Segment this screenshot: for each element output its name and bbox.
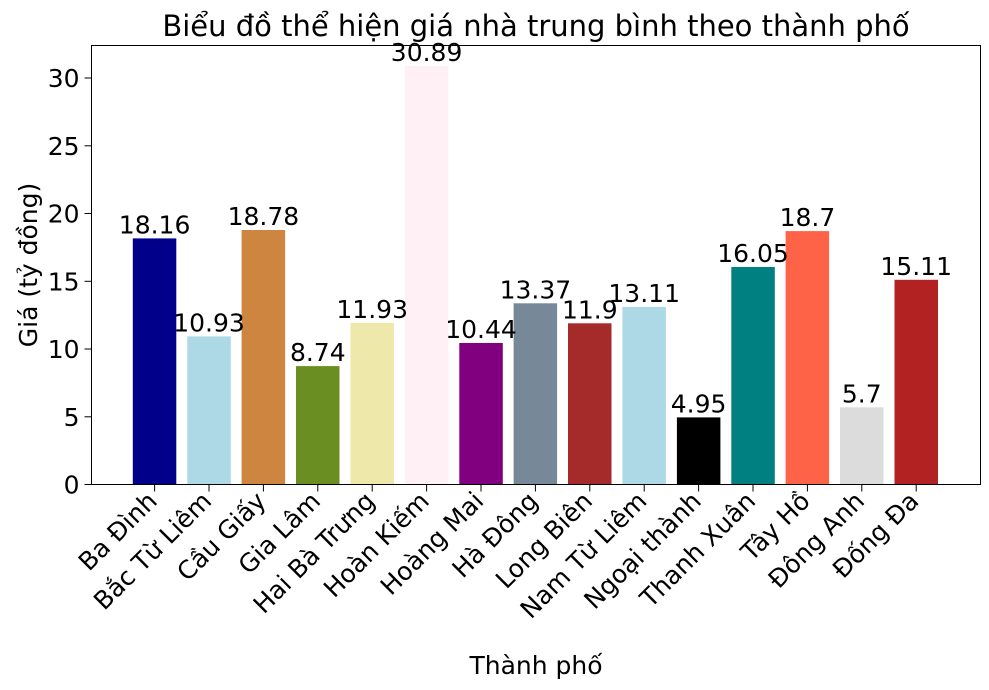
y-axis-label: Giá (tỷ đồng) — [14, 183, 43, 348]
data-label-5: 30.89 — [391, 38, 463, 67]
y-tick-label-2: 10 — [48, 335, 80, 364]
data-label-1: 10.93 — [173, 308, 245, 337]
bar-11 — [731, 267, 775, 485]
bar-2 — [241, 230, 286, 485]
bar-14 — [894, 279, 938, 485]
data-label-4: 11.93 — [336, 295, 408, 324]
data-label-6: 10.44 — [445, 315, 517, 344]
x-axis-label: Thành phố — [468, 651, 603, 680]
data-label-13: 5.7 — [842, 379, 882, 408]
data-label-7: 13.37 — [500, 275, 572, 304]
bar-7 — [513, 303, 558, 485]
bar-0 — [132, 238, 177, 485]
data-label-2: 18.78 — [228, 202, 300, 231]
bar-6 — [459, 343, 503, 485]
bar-3 — [296, 366, 340, 485]
bar-5 — [404, 66, 449, 485]
bar-9 — [622, 306, 666, 485]
plot-frame — [91, 45, 981, 485]
y-tick-label-0: 0 — [64, 471, 80, 500]
y-tick-label-5: 25 — [48, 132, 80, 161]
data-label-11: 16.05 — [717, 239, 789, 268]
chart-title: Biểu đồ thể hiện giá nhà trung bình theo… — [162, 9, 910, 43]
data-label-9: 13.11 — [608, 279, 680, 308]
data-label-10: 4.95 — [671, 389, 727, 418]
bar-12 — [785, 231, 830, 485]
bar-10 — [676, 417, 721, 485]
bar-1 — [187, 336, 231, 485]
data-label-14: 15.11 — [880, 252, 952, 281]
y-tick-label-3: 15 — [48, 267, 80, 296]
data-label-8: 11.9 — [562, 295, 618, 324]
data-label-3: 8.74 — [290, 338, 346, 367]
y-tick-label-6: 30 — [48, 64, 80, 93]
y-tick-label-4: 20 — [48, 200, 80, 229]
data-label-12: 18.7 — [780, 203, 836, 232]
y-axis: 0 5 10 15 20 25 30 — [48, 64, 92, 500]
bar-4 — [350, 322, 394, 485]
bar-13 — [840, 407, 884, 485]
y-tick-label-1: 5 — [64, 403, 80, 432]
data-label-0: 18.16 — [119, 210, 191, 239]
bars-group — [132, 66, 938, 485]
data-labels-group: 18.1610.9318.788.7411.9330.8910.4413.371… — [119, 38, 952, 418]
bar-8 — [568, 323, 612, 485]
